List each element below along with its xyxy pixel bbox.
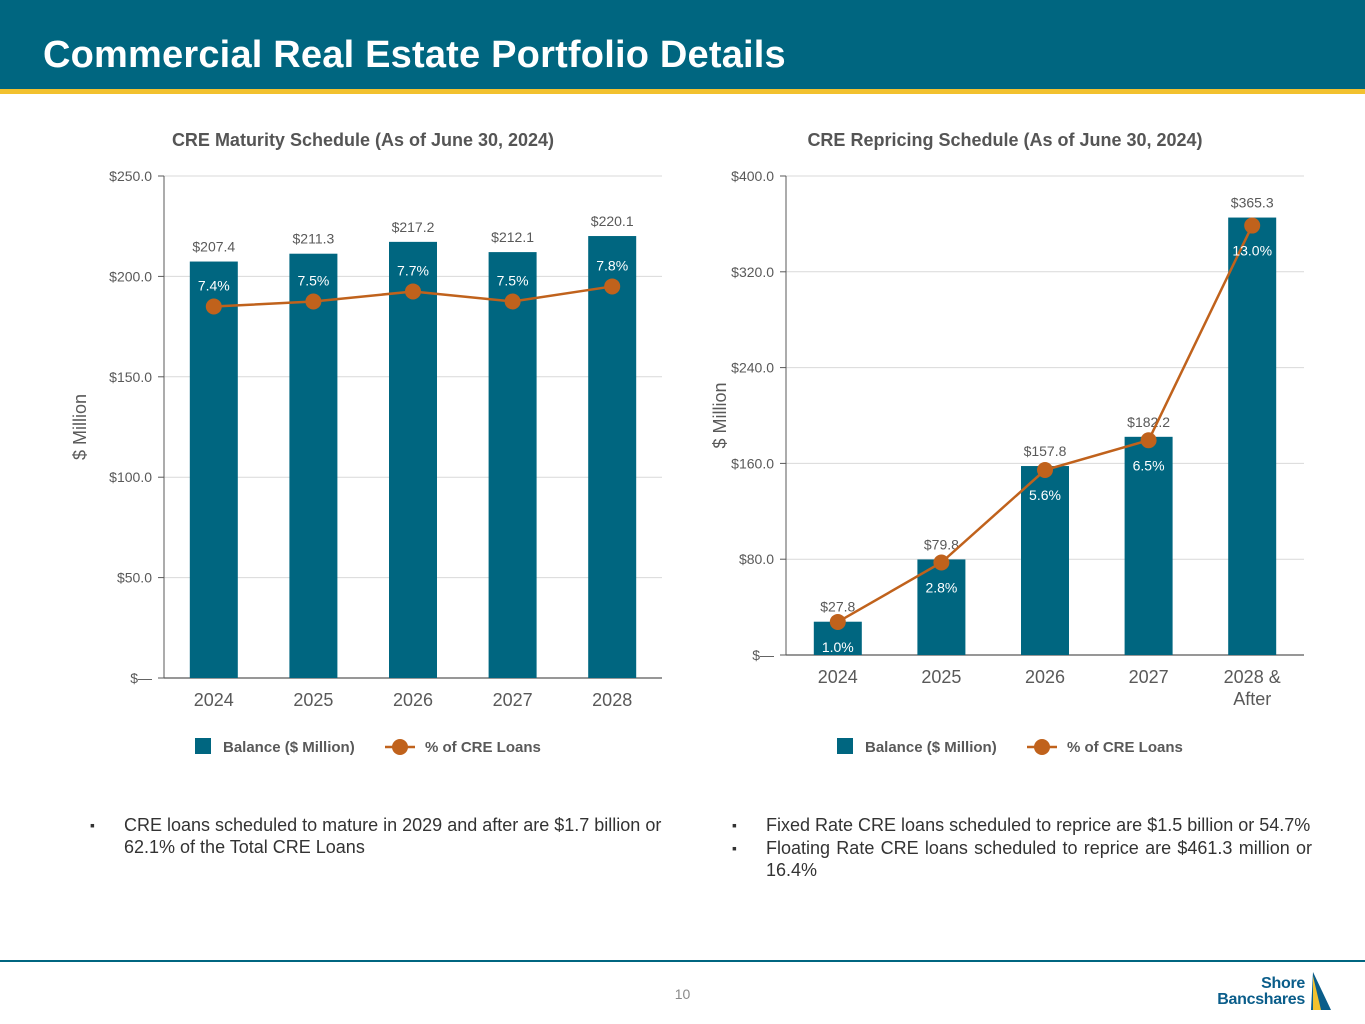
legend-bar-label: Balance ($ Million): [223, 739, 355, 756]
percent-marker: [1140, 432, 1157, 449]
percent-marker: [604, 278, 621, 295]
x-tick-label: 2027: [493, 690, 533, 710]
x-tick-label: 2027: [1129, 667, 1169, 687]
percent-marker: [1037, 462, 1053, 479]
x-tick-label: 2028: [592, 690, 632, 710]
y-tick-label: $50.0: [117, 570, 152, 586]
header-accent-stripe: [0, 89, 1365, 94]
bar: [189, 261, 238, 678]
legend-bar-label: Balance ($ Million): [865, 739, 997, 756]
percent-marker: [405, 283, 421, 300]
legend-bar-swatch: [195, 738, 211, 754]
bar-value-label: $182.2: [1127, 414, 1170, 430]
bar: [1124, 436, 1173, 655]
repricing-note-item: Floating Rate CRE loans scheduled to rep…: [732, 837, 1312, 881]
company-logo: Shore Bancshares: [1217, 968, 1333, 1014]
legend-line-label: % of CRE Loans: [1067, 739, 1183, 756]
bar: [588, 236, 637, 679]
y-tick-label: $—: [752, 647, 774, 663]
percent-label: 7.8%: [596, 257, 628, 273]
x-tick-label: 2026: [1025, 667, 1065, 687]
repricing-chart: CRE Repricing Schedule (As of June 30, 2…: [710, 130, 1304, 756]
percent-label: 1.0%: [822, 639, 854, 655]
percent-marker: [933, 554, 950, 571]
maturity-chart: CRE Maturity Schedule (As of June 30, 20…: [70, 130, 662, 756]
percent-label: 7.5%: [297, 273, 329, 289]
y-tick-label: $320.0: [731, 264, 774, 280]
page-title: Commercial Real Estate Portfolio Details: [43, 34, 786, 76]
bar: [289, 253, 338, 678]
bar: [389, 241, 437, 678]
y-tick-label: $160.0: [731, 455, 774, 471]
chart-title: CRE Repricing Schedule (As of June 30, 2…: [807, 130, 1202, 150]
percent-label: 6.5%: [1133, 457, 1165, 473]
y-tick-label: $250.0: [109, 168, 152, 184]
repricing-note-item: Fixed Rate CRE loans scheduled to repric…: [732, 814, 1312, 836]
bar-value-label: $79.8: [924, 536, 959, 552]
percent-label: 7.4%: [198, 278, 230, 294]
maturity-notes: CRE loans scheduled to mature in 2029 an…: [90, 814, 670, 859]
bar-value-label: $365.3: [1231, 195, 1274, 211]
sail-icon: [1311, 972, 1331, 1010]
y-tick-label: $80.0: [739, 551, 774, 567]
x-tick-label: 2024: [818, 667, 858, 687]
x-tick-label: 2024: [194, 690, 234, 710]
header-bar: [0, 0, 1365, 89]
y-tick-label: $150.0: [109, 369, 152, 385]
y-tick-label: $100.0: [109, 469, 152, 485]
logo-text-line1: Shore: [1261, 975, 1305, 992]
repricing-notes: Fixed Rate CRE loans scheduled to repric…: [732, 814, 1312, 882]
bar: [917, 559, 966, 655]
legend-line-label: % of CRE Loans: [425, 739, 541, 756]
percent-marker: [1244, 217, 1261, 234]
x-tick-label: 2026: [393, 690, 433, 710]
percent-label: 2.8%: [925, 580, 957, 596]
bar-value-label: $220.1: [591, 213, 634, 229]
y-tick-label: $240.0: [731, 360, 774, 376]
y-axis-title: $ Million: [70, 394, 90, 460]
percent-label: 13.0%: [1232, 243, 1272, 259]
bar-value-label: $27.8: [820, 599, 855, 615]
bar-value-label: $217.2: [392, 219, 435, 235]
x-tick-label: 2025: [293, 690, 333, 710]
y-tick-label: $200.0: [109, 268, 152, 284]
logo-text-line2: Bancshares: [1217, 991, 1305, 1008]
chart-title: CRE Maturity Schedule (As of June 30, 20…: [172, 130, 554, 150]
percent-marker: [305, 293, 322, 310]
bar: [1228, 217, 1277, 655]
legend-line-marker: [392, 739, 408, 755]
x-tick-label: 2025: [921, 667, 961, 687]
y-tick-label: $—: [130, 670, 152, 686]
x-tick-label: 2028 & After: [1224, 667, 1281, 709]
footer-divider: [0, 960, 1365, 962]
bar-value-label: $157.8: [1024, 443, 1067, 459]
percent-label: 7.5%: [497, 273, 529, 289]
page-number: 10: [674, 986, 691, 1002]
bar-value-label: $207.4: [192, 239, 235, 255]
percent-label: 5.6%: [1029, 487, 1061, 503]
percent-marker: [829, 613, 846, 630]
maturity-note-item: CRE loans scheduled to mature in 2029 an…: [90, 814, 670, 858]
y-tick-label: $400.0: [731, 168, 774, 184]
percent-label: 7.7%: [397, 262, 429, 278]
percent-marker: [504, 293, 521, 310]
bar: [1021, 466, 1069, 655]
bar: [488, 252, 537, 678]
bar-value-label: $211.3: [293, 231, 335, 247]
y-axis-title: $ Million: [710, 382, 730, 448]
bar-value-label: $212.1: [491, 229, 534, 245]
legend-bar-swatch: [837, 738, 853, 754]
legend-line-marker: [1034, 739, 1050, 755]
percent-marker: [205, 298, 222, 315]
